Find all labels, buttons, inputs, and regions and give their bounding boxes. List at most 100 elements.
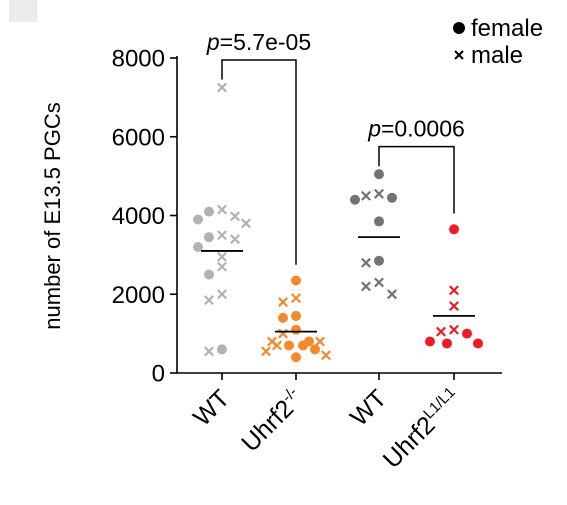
female-point (462, 328, 472, 339)
female-point (374, 216, 384, 227)
male-point (321, 350, 331, 361)
y-tick-label: 4000 (112, 203, 165, 230)
male-point-stroke (449, 324, 459, 335)
significance-bracket (378, 145, 455, 214)
y-ticks: 0 2000 4000 6000 8000 (112, 46, 177, 388)
male-point (204, 295, 214, 306)
male-point (217, 230, 227, 241)
y-tick-label: 6000 (112, 124, 165, 151)
male-point-stroke (217, 204, 227, 215)
male-point-stroke (230, 211, 240, 222)
male-point-stroke (217, 261, 227, 272)
x-tick-label: Uhrf2L1/L1 (377, 384, 467, 474)
axes (176, 56, 502, 374)
male-point (217, 289, 227, 300)
x-tick-label: WT (345, 384, 392, 431)
female-point (291, 324, 301, 335)
y-axis-title: number of E13.5 PGCs (40, 102, 65, 329)
female-point (291, 275, 301, 286)
female-point (291, 352, 301, 363)
male-point-stroke (449, 285, 459, 296)
legend-female-marker (453, 22, 465, 34)
male-point-stroke (217, 251, 227, 262)
male-point-stroke (217, 230, 227, 241)
female-point (310, 344, 320, 355)
male-point-stroke (278, 297, 288, 308)
male-point (230, 234, 240, 245)
female-point (291, 310, 301, 321)
p-value-label: p=5.7e-05 (206, 29, 311, 55)
male-point-stroke (261, 346, 271, 357)
legend-male-label: male (471, 42, 523, 69)
female-point (350, 194, 360, 205)
male-point-stroke (291, 293, 301, 304)
female-point (425, 336, 435, 347)
p-value-symbol: p (367, 116, 381, 142)
male-point-stroke (374, 188, 384, 199)
female-point (387, 192, 397, 203)
male-point-stroke (374, 277, 384, 288)
male-point-stroke (321, 350, 331, 361)
p-value-symbol: p (206, 29, 220, 55)
male-point-stroke (436, 326, 446, 337)
data-points (193, 82, 483, 363)
male-point (449, 324, 459, 335)
x-tick-label: WT (188, 384, 235, 431)
x-tick-label: Uhrf2-/- (235, 384, 309, 458)
female-point (278, 312, 288, 323)
female-point (473, 338, 483, 349)
female-point (298, 340, 308, 351)
male-point-stroke (361, 190, 371, 201)
y-tick-label: 8000 (112, 46, 165, 73)
y-tick-label: 0 (152, 361, 165, 388)
male-point-stroke (241, 218, 251, 229)
male-point-stroke (217, 289, 227, 300)
p-value-number: =5.7e-05 (220, 29, 311, 55)
male-point-stroke (387, 289, 397, 300)
male-point (261, 346, 271, 357)
median-lines (201, 236, 475, 333)
male-point (361, 190, 371, 201)
female-point (374, 255, 384, 266)
y-tick-label: 2000 (112, 282, 165, 309)
male-point-stroke (361, 257, 371, 268)
legend-male-marker-stroke (454, 50, 464, 60)
panel-corner-tab (9, 0, 37, 22)
male-point-stroke (361, 281, 371, 292)
male-point-stroke (449, 301, 459, 312)
significance-bracket (221, 59, 297, 265)
male-point (272, 340, 282, 351)
legend-female-label: female (471, 15, 543, 42)
x-tick-label-superscript: L1/L1 (420, 384, 459, 423)
male-point (217, 204, 227, 215)
female-point (204, 232, 214, 243)
p-value-label: p=0.0006 (367, 116, 465, 142)
male-point (217, 251, 227, 262)
male-point-stroke (217, 82, 227, 93)
male-point (374, 188, 384, 199)
y-axis-title-group: number of E13.5 PGCs (40, 102, 65, 329)
female-point (284, 340, 294, 351)
male-point (278, 297, 288, 308)
male-point (374, 277, 384, 288)
male-point (241, 218, 251, 229)
female-point (217, 344, 227, 355)
female-point (449, 224, 459, 235)
male-point-stroke (267, 336, 277, 347)
male-point (436, 326, 446, 337)
female-point (193, 242, 203, 252)
significance-brackets: p=5.7e-05p=0.0006 (206, 29, 465, 265)
female-point (204, 206, 214, 217)
female-point (442, 338, 452, 349)
male-point (278, 328, 288, 339)
x-tick-label-main: WT (188, 384, 235, 431)
male-point (230, 211, 240, 222)
male-point (449, 301, 459, 312)
x-tick-label-main: WT (345, 384, 392, 431)
female-point (374, 169, 384, 180)
male-point (315, 336, 325, 347)
male-point (217, 82, 227, 93)
male-point-stroke (204, 346, 214, 357)
male-point-stroke (315, 336, 325, 347)
